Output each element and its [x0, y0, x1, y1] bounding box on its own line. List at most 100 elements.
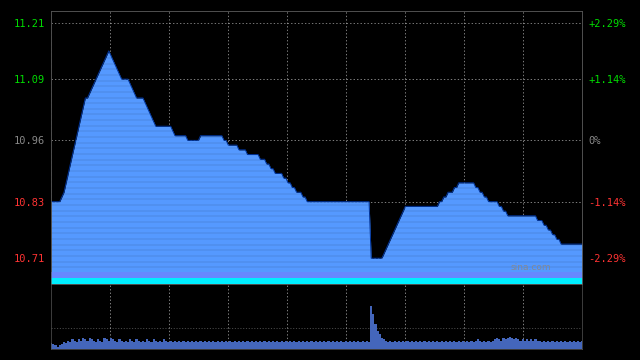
- Bar: [443, 342, 445, 349]
- Bar: [229, 341, 232, 349]
- Bar: [172, 342, 174, 349]
- Bar: [184, 342, 187, 349]
- Bar: [387, 342, 389, 349]
- Bar: [202, 342, 204, 349]
- Bar: [558, 342, 560, 349]
- Bar: [434, 342, 436, 349]
- Bar: [571, 342, 573, 349]
- Bar: [155, 341, 157, 349]
- Bar: [306, 341, 308, 349]
- Bar: [490, 342, 492, 349]
- Bar: [242, 341, 244, 349]
- Bar: [366, 341, 368, 349]
- Bar: [376, 330, 379, 349]
- Bar: [477, 339, 479, 349]
- Bar: [460, 342, 462, 349]
- Bar: [511, 338, 513, 349]
- Bar: [530, 339, 532, 349]
- Bar: [396, 342, 398, 349]
- Bar: [577, 341, 579, 349]
- Bar: [125, 341, 127, 349]
- Bar: [372, 315, 374, 349]
- Bar: [554, 342, 556, 349]
- Bar: [351, 342, 353, 349]
- Bar: [568, 341, 571, 349]
- Bar: [424, 341, 426, 349]
- Bar: [84, 339, 86, 349]
- Bar: [504, 339, 507, 349]
- Bar: [261, 342, 264, 349]
- Bar: [430, 342, 432, 349]
- Bar: [368, 342, 370, 349]
- Bar: [319, 341, 321, 349]
- Bar: [398, 341, 400, 349]
- Bar: [394, 341, 396, 349]
- Bar: [276, 341, 278, 349]
- Bar: [223, 342, 225, 349]
- Bar: [221, 341, 223, 349]
- Bar: [80, 341, 82, 349]
- Bar: [93, 341, 95, 349]
- Bar: [302, 341, 304, 349]
- Bar: [466, 341, 468, 349]
- Bar: [392, 342, 394, 349]
- Bar: [453, 341, 456, 349]
- Bar: [195, 341, 197, 349]
- Bar: [449, 341, 451, 349]
- Bar: [138, 341, 140, 349]
- Bar: [133, 342, 136, 349]
- Bar: [381, 338, 383, 349]
- Bar: [146, 339, 148, 349]
- Bar: [293, 341, 296, 349]
- Bar: [496, 338, 498, 349]
- Bar: [515, 338, 517, 349]
- Bar: [161, 342, 163, 349]
- Bar: [456, 342, 458, 349]
- Bar: [347, 342, 349, 349]
- Bar: [404, 342, 406, 349]
- Bar: [246, 341, 248, 349]
- Bar: [76, 342, 78, 349]
- Bar: [189, 342, 191, 349]
- Bar: [383, 339, 385, 349]
- Bar: [204, 341, 206, 349]
- Bar: [355, 342, 357, 349]
- Bar: [536, 341, 539, 349]
- Bar: [236, 342, 238, 349]
- Bar: [101, 342, 104, 349]
- Bar: [312, 342, 315, 349]
- Bar: [274, 342, 276, 349]
- Bar: [272, 341, 274, 349]
- Bar: [340, 341, 342, 349]
- Bar: [475, 341, 477, 349]
- Bar: [95, 342, 97, 349]
- Bar: [289, 341, 291, 349]
- Bar: [152, 339, 155, 349]
- Bar: [168, 342, 170, 349]
- Bar: [472, 342, 475, 349]
- Bar: [127, 342, 129, 349]
- Bar: [232, 342, 234, 349]
- Bar: [270, 342, 272, 349]
- Bar: [528, 341, 530, 349]
- Bar: [72, 339, 74, 349]
- Bar: [174, 341, 176, 349]
- Bar: [287, 342, 289, 349]
- Bar: [532, 341, 534, 349]
- Bar: [436, 341, 438, 349]
- Bar: [197, 342, 200, 349]
- Bar: [451, 342, 453, 349]
- Bar: [88, 338, 91, 349]
- Bar: [144, 342, 146, 349]
- Bar: [556, 341, 558, 349]
- Bar: [370, 306, 372, 349]
- Bar: [321, 342, 323, 349]
- Bar: [227, 342, 229, 349]
- Bar: [334, 342, 336, 349]
- Bar: [193, 342, 195, 349]
- Bar: [212, 341, 214, 349]
- Bar: [157, 342, 159, 349]
- Bar: [462, 341, 464, 349]
- Bar: [148, 341, 150, 349]
- Bar: [379, 334, 381, 349]
